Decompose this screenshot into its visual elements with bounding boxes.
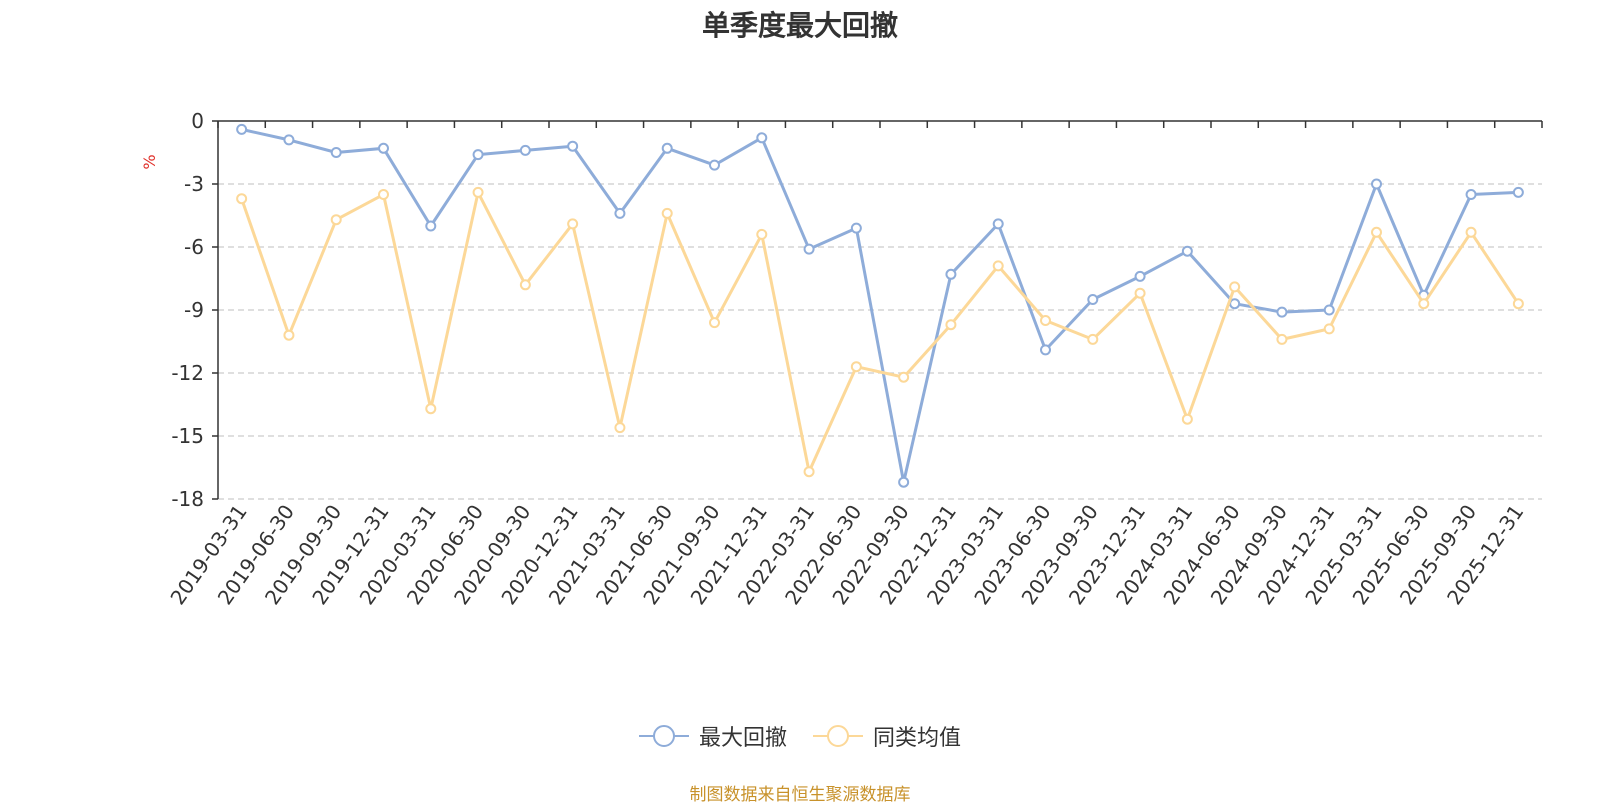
data-point[interactable]	[330, 147, 342, 158]
data-point[interactable]	[567, 140, 579, 152]
y-tick-label: -18	[171, 487, 204, 511]
data-point[interactable]	[567, 218, 579, 230]
data-point[interactable]	[803, 243, 815, 255]
data-point[interactable]	[519, 279, 531, 291]
data-point[interactable]	[1323, 304, 1335, 316]
data-point[interactable]	[330, 214, 342, 226]
data-point[interactable]	[1512, 298, 1524, 310]
data-point[interactable]	[614, 422, 626, 434]
y-tick-label: -9	[184, 298, 204, 322]
y-tick-label: -12	[171, 361, 204, 385]
legend: 最大回撤 同类均值	[0, 720, 1600, 752]
data-point[interactable]	[850, 222, 862, 234]
data-point[interactable]	[945, 268, 957, 280]
data-point[interactable]	[803, 466, 815, 478]
data-point[interactable]	[945, 319, 957, 331]
data-point[interactable]	[709, 159, 720, 171]
data-point[interactable]	[661, 207, 673, 219]
data-point[interactable]	[425, 403, 437, 415]
data-point[interactable]	[1229, 298, 1241, 310]
data-point[interactable]	[472, 149, 484, 161]
data-point[interactable]	[850, 361, 862, 373]
y-axis-unit-label: %	[140, 154, 159, 169]
data-point[interactable]	[1323, 323, 1335, 335]
data-point[interactable]	[1229, 281, 1241, 293]
data-point[interactable]	[1465, 226, 1477, 238]
legend-label: 同类均值	[873, 726, 962, 751]
series-line	[241, 127, 1519, 484]
data-point[interactable]	[472, 186, 484, 198]
data-point[interactable]	[283, 329, 295, 341]
data-point[interactable]	[378, 142, 389, 154]
data-point[interactable]	[1040, 315, 1051, 326]
data-point[interactable]	[661, 142, 673, 154]
data-point[interactable]	[1465, 189, 1477, 200]
data-point[interactable]	[709, 317, 720, 329]
data-point[interactable]	[378, 189, 389, 200]
data-point[interactable]	[1087, 294, 1099, 305]
data-point[interactable]	[283, 134, 295, 146]
data-point[interactable]	[1040, 344, 1051, 356]
data-point[interactable]	[898, 371, 910, 383]
data-point[interactable]	[236, 193, 248, 205]
data-point[interactable]	[425, 220, 437, 232]
series-lines	[236, 123, 1524, 488]
data-point[interactable]	[236, 123, 248, 135]
data-point[interactable]	[756, 228, 768, 240]
data-point[interactable]	[1134, 287, 1146, 299]
y-tick-label: 0	[191, 109, 204, 133]
data-point[interactable]	[1371, 178, 1382, 190]
data-point[interactable]	[1276, 333, 1288, 345]
y-tick-label: -3	[184, 172, 204, 196]
legend-item-max-drawdown[interactable]: 最大回撤	[638, 720, 787, 752]
data-point[interactable]	[519, 144, 531, 156]
data-point[interactable]	[992, 260, 1004, 272]
chart-title: 单季度最大回撤	[701, 9, 898, 42]
data-point[interactable]	[1512, 186, 1524, 198]
series-line	[240, 190, 1520, 474]
data-point[interactable]	[756, 132, 768, 144]
legend-marker-icon	[638, 725, 689, 747]
data-point[interactable]	[1087, 333, 1099, 345]
data-point[interactable]	[1134, 270, 1146, 282]
source-note: 制图数据来自恒生聚源数据库	[689, 785, 911, 805]
y-tick-label: -6	[184, 235, 204, 259]
data-point[interactable]	[1181, 245, 1193, 257]
data-point[interactable]	[1276, 306, 1288, 318]
legend-label: 最大回撤	[698, 726, 787, 751]
legend-item-peer-average[interactable]: 同类均值	[813, 720, 961, 752]
data-point[interactable]	[992, 218, 1004, 230]
data-point[interactable]	[614, 207, 626, 219]
data-point[interactable]	[1181, 413, 1193, 425]
legend-marker-icon	[813, 725, 863, 747]
data-point[interactable]	[898, 476, 910, 488]
data-point[interactable]	[1371, 226, 1382, 238]
y-tick-label: -15	[171, 424, 204, 448]
data-point[interactable]	[1418, 298, 1430, 310]
